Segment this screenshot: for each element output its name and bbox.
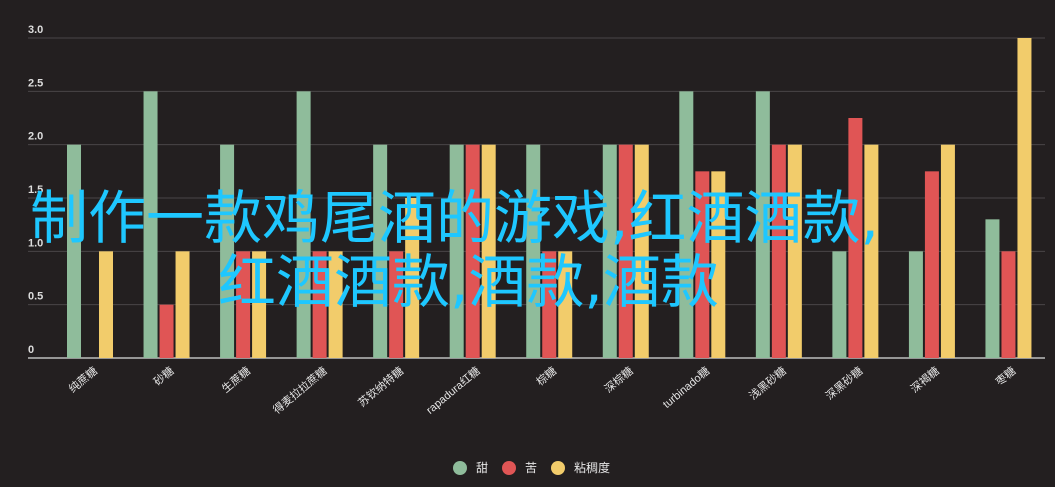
y-tick-label: 3.0 xyxy=(28,24,43,36)
legend: 甜 苦 粘稠度 xyxy=(453,460,610,475)
legend-swatch xyxy=(453,461,467,475)
bar-0 xyxy=(755,91,770,358)
bar-0 xyxy=(143,91,158,358)
bar-0 xyxy=(67,144,81,358)
x-category-label: 苏钦纳特糖 xyxy=(355,364,406,410)
x-category-label: 棕糖 xyxy=(533,364,559,389)
bar-0 xyxy=(526,144,541,358)
bar-2 xyxy=(634,144,649,358)
bar-1 xyxy=(695,171,710,358)
x-category-label: 得麦拉拉蔗糖 xyxy=(270,364,330,417)
bar-2 xyxy=(864,144,879,358)
bar-2 xyxy=(252,251,267,358)
bars xyxy=(67,38,1032,358)
bar-2 xyxy=(558,251,573,358)
bar-0 xyxy=(679,91,694,358)
bar-2 xyxy=(1017,38,1032,358)
bar-0 xyxy=(373,144,388,358)
x-category-label: 深黑砂糖 xyxy=(823,364,866,403)
x-category-label: 深棕糖 xyxy=(601,364,635,396)
legend-swatch xyxy=(551,461,565,475)
y-tick-label: 1.5 xyxy=(28,184,43,196)
y-tick-label: 0 xyxy=(28,344,34,356)
x-category-label: rapadura红糖 xyxy=(423,364,483,417)
x-category-label: 深褐糖 xyxy=(908,364,942,396)
x-category-labels: 纯蔗糖 砂糖 生蔗糖 得麦拉拉蔗糖 苏钦纳特糖 rapadura红糖 棕糖 深棕糖 turbin… xyxy=(66,364,1019,417)
y-tick-label: 2.5 xyxy=(28,77,43,89)
bar-1 xyxy=(159,304,174,358)
y-tick-label: 0.5 xyxy=(28,291,43,303)
bar-2 xyxy=(99,251,113,358)
bar-1 xyxy=(771,144,786,358)
bar-0 xyxy=(832,251,847,358)
bar-1 xyxy=(389,251,404,358)
bar-1 xyxy=(1001,251,1016,358)
x-category-label: 浅黑砂糖 xyxy=(746,364,789,403)
x-category-label: 生蔗糖 xyxy=(219,364,253,396)
x-category-label: 枣糖 xyxy=(993,364,1019,389)
bar-1 xyxy=(542,251,557,358)
legend-label: 苦 xyxy=(525,461,537,475)
y-tick-label: 2.0 xyxy=(28,131,43,143)
bar-2 xyxy=(175,251,190,358)
bar-0 xyxy=(449,144,464,358)
bar-1 xyxy=(924,171,939,358)
bar-0 xyxy=(296,91,311,358)
bar-0 xyxy=(220,144,235,358)
bar-2 xyxy=(405,198,420,358)
bar-2 xyxy=(787,144,802,358)
bar-0 xyxy=(602,144,617,358)
bar-2 xyxy=(481,144,496,358)
y-tick-labels: 0 0.5 1.0 1.5 2.0 2.5 3.0 xyxy=(28,24,43,356)
legend-label: 甜 xyxy=(476,461,488,475)
bar-0 xyxy=(985,219,1000,358)
bar-1 xyxy=(465,144,480,358)
y-tick-label: 1.0 xyxy=(28,237,43,249)
bar-1 xyxy=(618,144,633,358)
x-category-label: 纯蔗糖 xyxy=(66,364,100,396)
legend-label: 粘稠度 xyxy=(574,460,610,475)
bar-2 xyxy=(711,171,726,358)
bar-1 xyxy=(236,251,251,358)
x-category-label: turbinado糖 xyxy=(660,364,713,411)
bar-1 xyxy=(312,251,327,358)
bar-0 xyxy=(908,251,923,358)
bar-2 xyxy=(940,144,955,358)
legend-swatch xyxy=(502,461,516,475)
x-category-label: 砂糖 xyxy=(151,364,177,389)
bar-2 xyxy=(328,251,343,358)
bar-1 xyxy=(848,118,863,358)
